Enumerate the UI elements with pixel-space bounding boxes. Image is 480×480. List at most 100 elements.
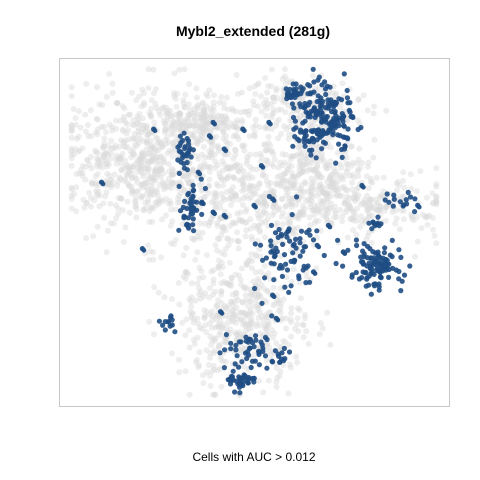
background-cell-point bbox=[345, 203, 352, 209]
background-cell-point bbox=[258, 153, 265, 160]
background-cell-point bbox=[376, 206, 383, 213]
selected-cell-point bbox=[364, 255, 370, 261]
background-cell-point bbox=[213, 133, 220, 140]
background-cell-point bbox=[164, 117, 171, 124]
background-cell-point bbox=[283, 126, 290, 133]
selected-cell-point bbox=[321, 252, 327, 259]
background-cell-point bbox=[273, 181, 280, 188]
x-axis-label: Cells with AUC > 0.012 bbox=[192, 450, 315, 464]
selected-cell-point bbox=[184, 159, 190, 166]
background-cell-point bbox=[239, 187, 246, 194]
background-cell-point bbox=[317, 197, 324, 204]
selected-cell-point bbox=[341, 71, 347, 77]
background-cell-point bbox=[198, 114, 205, 121]
background-cell-point bbox=[207, 354, 213, 361]
background-cell-point bbox=[315, 217, 322, 224]
selected-cell-point bbox=[300, 248, 306, 254]
background-cell-point bbox=[433, 201, 440, 208]
background-cell-point bbox=[200, 293, 207, 300]
background-cell-point bbox=[265, 377, 272, 384]
background-cell-point bbox=[84, 157, 91, 164]
background-cell-point bbox=[238, 316, 245, 323]
background-cell-point bbox=[169, 122, 176, 129]
background-cell-point bbox=[207, 150, 214, 157]
background-cell-point bbox=[247, 164, 254, 170]
background-cell-point bbox=[162, 195, 169, 202]
background-cell-point bbox=[216, 99, 223, 106]
background-cell-point bbox=[248, 251, 255, 257]
background-cell-point bbox=[261, 141, 267, 148]
selected-cell-point bbox=[232, 361, 238, 367]
background-cell-point bbox=[302, 156, 309, 163]
background-cell-point bbox=[230, 174, 237, 181]
background-cell-point bbox=[201, 154, 208, 161]
background-cell-point bbox=[382, 204, 389, 211]
background-cell-point bbox=[170, 140, 177, 147]
background-cell-point bbox=[228, 282, 235, 289]
selected-cell-point bbox=[386, 199, 392, 205]
background-cell-point bbox=[349, 171, 356, 178]
background-cell-point bbox=[278, 97, 285, 103]
background-cell-point bbox=[254, 301, 261, 308]
background-cell-point bbox=[84, 156, 91, 163]
selected-cell-point bbox=[277, 359, 283, 365]
background-cell-point bbox=[143, 122, 150, 129]
background-cell-point bbox=[294, 315, 301, 322]
background-cell-point bbox=[318, 153, 325, 160]
background-cell-point bbox=[232, 146, 238, 153]
background-cell-point bbox=[205, 118, 212, 125]
background-cell-point bbox=[316, 171, 323, 178]
selected-cell-point bbox=[384, 191, 390, 197]
background-cell-point bbox=[224, 94, 230, 101]
background-cell-point bbox=[172, 125, 179, 131]
background-cell-point bbox=[194, 315, 201, 322]
background-cell-point bbox=[210, 267, 217, 274]
background-cell-point bbox=[202, 126, 209, 133]
selected-cell-point bbox=[374, 267, 380, 273]
background-cell-point bbox=[99, 164, 105, 171]
selected-cell-point bbox=[278, 262, 284, 268]
background-cell-point bbox=[220, 358, 226, 365]
background-cell-point bbox=[169, 296, 175, 302]
background-cell-point bbox=[230, 155, 237, 162]
background-cell-point bbox=[214, 219, 221, 226]
background-cell-point bbox=[144, 131, 151, 138]
background-cell-point bbox=[242, 233, 249, 240]
background-cell-point bbox=[273, 87, 280, 94]
background-cell-point bbox=[333, 186, 340, 193]
background-cell-point bbox=[241, 186, 248, 193]
background-cell-point bbox=[341, 200, 348, 207]
selected-cell-point bbox=[260, 345, 266, 351]
selected-cell-point bbox=[260, 257, 266, 263]
background-cell-point bbox=[290, 266, 297, 273]
background-cell-point bbox=[351, 190, 358, 197]
background-cell-point bbox=[313, 168, 320, 175]
background-cell-point bbox=[295, 214, 302, 221]
background-cell-point bbox=[124, 144, 131, 150]
background-cell-point bbox=[164, 150, 171, 157]
background-cell-point bbox=[115, 178, 122, 185]
background-cell-point bbox=[309, 72, 316, 79]
selected-cell-point bbox=[249, 358, 256, 364]
background-cell-point bbox=[240, 173, 247, 180]
background-cell-point bbox=[164, 134, 171, 141]
background-cell-point bbox=[228, 279, 234, 286]
background-cell-point bbox=[68, 184, 75, 191]
background-cell-point bbox=[219, 126, 226, 133]
background-cell-point bbox=[197, 122, 204, 129]
selected-cell-point bbox=[247, 345, 253, 351]
background-cell-point bbox=[314, 172, 321, 179]
background-cell-point bbox=[78, 166, 84, 173]
background-cell-point bbox=[255, 200, 262, 207]
selected-cell-point bbox=[156, 318, 162, 324]
background-cell-point bbox=[133, 194, 139, 200]
background-cell-point bbox=[365, 214, 372, 220]
background-cell-point bbox=[311, 207, 317, 214]
background-cell-point bbox=[169, 121, 176, 128]
background-cell-point bbox=[279, 315, 286, 322]
background-cell-point bbox=[137, 154, 144, 161]
selected-cell-point bbox=[311, 79, 317, 85]
background-cell-point bbox=[183, 123, 190, 130]
selected-cell-point bbox=[271, 277, 277, 283]
background-cell-point bbox=[239, 119, 246, 126]
